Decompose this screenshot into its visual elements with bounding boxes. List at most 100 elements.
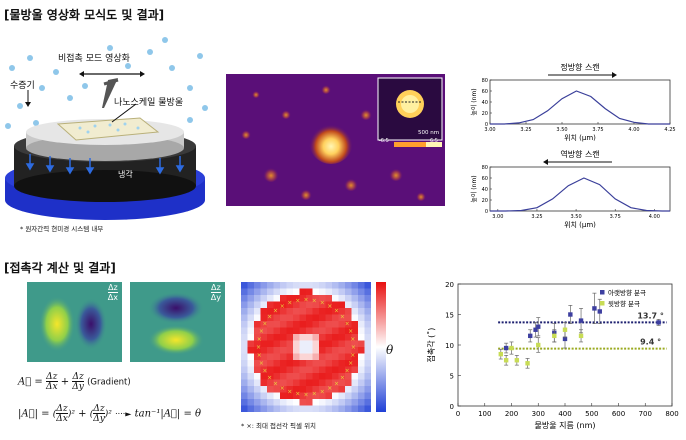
heatmap-cell [293, 347, 300, 354]
heatmap-cell [241, 327, 248, 334]
heatmap-cell [319, 405, 326, 412]
heatmap-cell [299, 366, 306, 373]
heatmap-cell [345, 399, 352, 406]
heatmap-cell [247, 308, 254, 315]
heatmap-cell [306, 282, 313, 289]
heatmap-cell [254, 366, 261, 373]
heatmap-cell [241, 308, 248, 315]
heatmap-cell [358, 360, 365, 367]
heatmap-cell [299, 399, 306, 406]
heatmap-cell [241, 379, 248, 386]
heatmap-cell [364, 353, 371, 360]
x-tick-label: 4.25 [664, 127, 675, 133]
heatmap-cell [358, 347, 365, 354]
inset-max-label: 6.5 [430, 138, 438, 144]
heatmap-cell [299, 340, 306, 347]
heatmap-cell [312, 347, 319, 354]
heatmap-cell [319, 360, 326, 367]
profile-title: 역방향 스캔 [560, 149, 599, 159]
data-point [528, 333, 533, 339]
heatmap-cell [312, 366, 319, 373]
heatmap-cell [351, 288, 358, 295]
heatmap-cell [254, 347, 261, 354]
max-angle-marker: × [259, 328, 264, 335]
heatmap-cell [280, 405, 287, 412]
heatmap-cell [338, 340, 345, 347]
heatmap-cell [280, 392, 287, 399]
max-angle-marker: × [262, 320, 267, 327]
heatmap-cell [293, 288, 300, 295]
heatmap-cell [338, 288, 345, 295]
heatmap-cell [299, 314, 306, 321]
dz-dx-numerator: Δz [108, 283, 118, 292]
heatmap-cell [306, 399, 313, 406]
heatmap-cell [299, 392, 306, 399]
heatmap-cell [332, 327, 339, 334]
heatmap-cell [293, 334, 300, 341]
y-tick-label: 20 [445, 281, 454, 289]
heatmap-cell [358, 392, 365, 399]
heatmap-cells [241, 282, 371, 412]
heatmap-cell [325, 295, 332, 302]
heatmap-cell [306, 288, 313, 295]
heatmap-cell [345, 327, 352, 334]
data-point [498, 351, 503, 357]
heatmap-cell [280, 321, 287, 328]
max-angle-marker: × [257, 352, 262, 359]
x-tick-label: 400 [558, 410, 571, 418]
heatmap-cell [299, 308, 306, 315]
heatmap-cell [319, 308, 326, 315]
max-angle-marker: × [327, 303, 332, 310]
heatmap-cell [351, 295, 358, 302]
heatmap-cell [364, 314, 371, 321]
heatmap-cell [267, 321, 274, 328]
heatmap-cell [286, 288, 293, 295]
y-tick-label: 40 [482, 187, 488, 193]
heatmap-cell [338, 334, 345, 341]
heatmap-cell [364, 327, 371, 334]
heatmap-cell [306, 314, 313, 321]
heatmap-cell [299, 321, 306, 328]
y-tick-label: 40 [482, 100, 488, 106]
heatmap-cell [247, 288, 254, 295]
heatmap-cell [325, 373, 332, 380]
heatmap-cell [299, 386, 306, 393]
heatmap-cell [247, 373, 254, 380]
heatmap-cell [293, 282, 300, 289]
data-point [514, 358, 520, 363]
max-angle-markers: ××××××××××××××××××××××××× × × × × × ×××××× [256, 297, 356, 399]
heatmap-cell [273, 340, 280, 347]
heatmap-cell [273, 282, 280, 289]
vapor-dots [5, 37, 208, 129]
heatmap-cell [299, 347, 306, 354]
heatmap-cell [293, 360, 300, 367]
data-point [536, 342, 541, 348]
max-angle-marker: × [262, 368, 267, 375]
heatmap-cell [280, 360, 287, 367]
heatmap-cell [358, 405, 365, 412]
heatmap-cell [338, 373, 345, 380]
heatmap-cell [273, 308, 280, 315]
heatmap-cell [319, 321, 326, 328]
heatmap-cell [260, 340, 267, 347]
heatmap-cell [267, 347, 274, 354]
heatmap-cell [254, 301, 261, 308]
heatmap-cell [247, 399, 254, 406]
data-point [509, 345, 514, 351]
heatmap-cell [351, 386, 358, 393]
heatmap-cell [254, 353, 261, 360]
heatmap-cell [319, 379, 326, 386]
heatmap-cell [241, 366, 248, 373]
heatmap-cell [241, 334, 248, 341]
heatmap-cell [351, 366, 358, 373]
heatmap-cell [364, 334, 371, 341]
heatmap-cell [358, 379, 365, 386]
heatmap-cell [351, 314, 358, 321]
max-angle-marker: × [267, 313, 272, 320]
heatmap-cell [286, 392, 293, 399]
heatmap-cell [280, 288, 287, 295]
heatmap-cell [260, 405, 267, 412]
heatmap-cell [312, 308, 319, 315]
heatmap-cell [306, 327, 313, 334]
x-tick-label: 3.25 [520, 127, 531, 133]
